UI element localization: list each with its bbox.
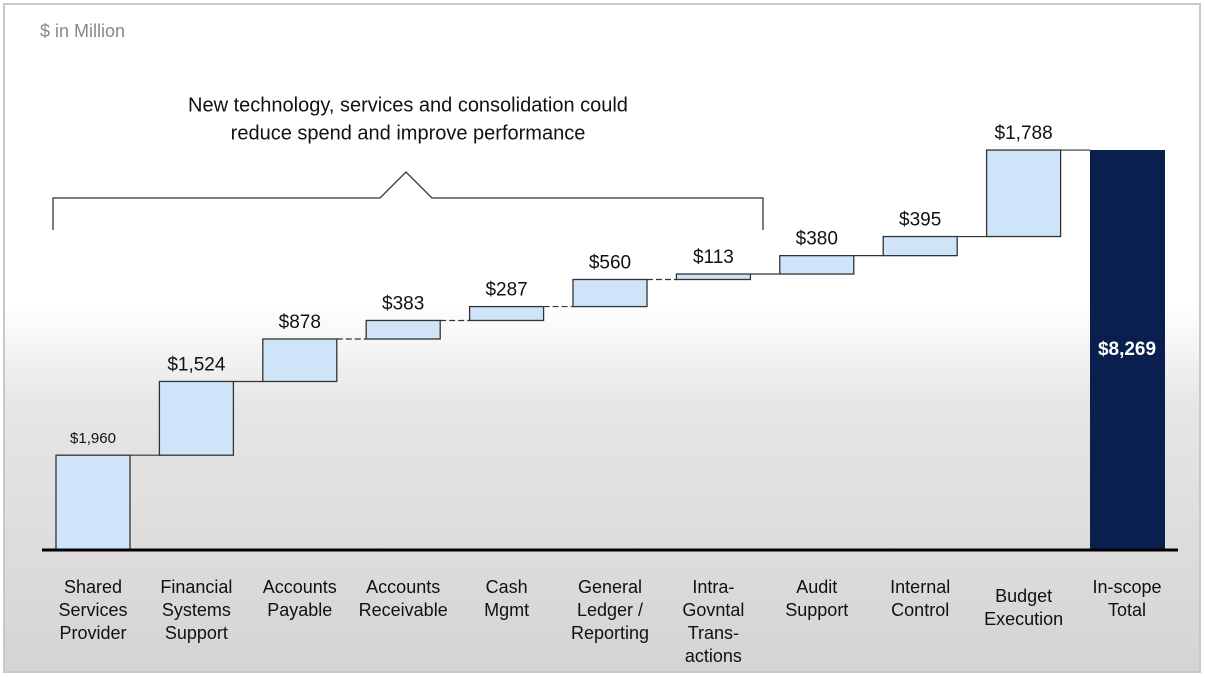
data-label: $1,788 — [995, 123, 1053, 144]
bar — [55, 454, 131, 551]
x-tick-label: Shared — [64, 577, 122, 597]
x-tick-label: Trans- — [688, 623, 739, 643]
annotation: reduce spend and improve performance — [231, 122, 586, 144]
x-tick-label: Support — [165, 623, 228, 643]
data-label: $1,960 — [70, 430, 116, 447]
x-tick-label: Total — [1108, 600, 1146, 620]
x-tick-label: Audit — [796, 577, 837, 597]
bar — [675, 273, 752, 281]
bracket — [52, 171, 764, 230]
data-label: $287 — [485, 280, 527, 301]
x-tick-label: Provider — [59, 623, 126, 643]
data-label: $113 — [693, 247, 734, 268]
annotation: New technology, services and consolidati… — [188, 94, 628, 116]
x-tick-label: Accounts — [366, 577, 440, 597]
bar — [985, 149, 1062, 238]
x-tick-label: Cash — [486, 577, 528, 597]
x-tick-label: Ledger / — [577, 600, 643, 620]
unit-note: $ in Million — [40, 21, 125, 41]
bar — [365, 319, 441, 340]
x-tick-label: Control — [891, 600, 949, 620]
x-tick-label: Govntal — [682, 600, 744, 620]
x-tick-label: actions — [685, 646, 742, 666]
x-tick-label: Services — [58, 600, 127, 620]
x-tick-label: In-scope — [1092, 577, 1161, 597]
x-tick-label: Mgmt — [484, 600, 529, 620]
x-tick-label: Intra- — [692, 577, 734, 597]
x-tick-label: Internal — [890, 577, 950, 597]
x-tick-label: Reporting — [571, 623, 649, 643]
x-tick-label: General — [578, 577, 642, 597]
frame — [3, 3, 1201, 673]
data-label: $383 — [382, 293, 424, 314]
bar — [262, 338, 338, 383]
x-tick-label: Accounts — [263, 577, 337, 597]
data-label: $560 — [589, 253, 631, 274]
x-tick-label: Systems — [162, 600, 231, 620]
bar — [468, 305, 545, 322]
data-label: $8,269 — [1098, 339, 1156, 360]
data-label: $380 — [796, 229, 838, 250]
data-label: $1,524 — [167, 354, 226, 375]
bar — [572, 278, 648, 308]
x-tick-label: Execution — [984, 609, 1063, 629]
x-tick-label: Financial — [160, 577, 232, 597]
data-label: $878 — [279, 312, 321, 333]
x-tick-label: Support — [785, 600, 848, 620]
x-tick-label: Budget — [995, 586, 1052, 606]
x-tick-label: Receivable — [359, 600, 448, 620]
bar — [158, 380, 235, 456]
x-tick-label: Payable — [267, 600, 332, 620]
data-label: $395 — [899, 210, 941, 231]
bar — [882, 235, 958, 257]
bar — [779, 254, 855, 275]
total-bar — [1090, 150, 1165, 550]
